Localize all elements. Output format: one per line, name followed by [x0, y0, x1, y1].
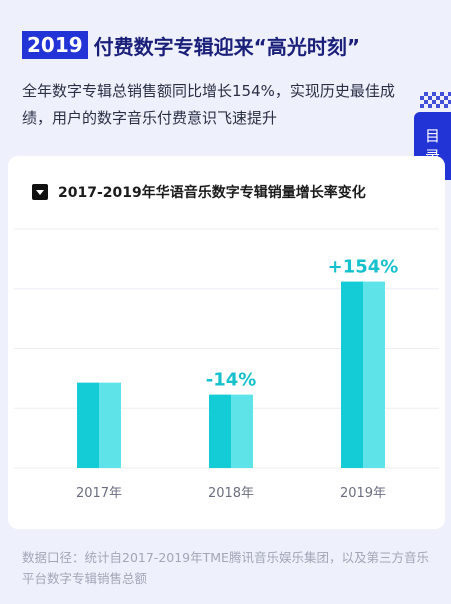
x-tick-label: 2017年 — [76, 486, 122, 501]
bar-right-half — [231, 394, 253, 468]
chart-header: 2017-2019年华语音乐数字专辑销量增长率变化 — [32, 182, 366, 202]
chart-title: 2017-2019年华语音乐数字专辑销量增长率变化 — [58, 185, 366, 201]
headline: 2019 付费数字专辑迎来“高光时刻” — [22, 30, 360, 60]
checker-pattern-decoration — [420, 92, 451, 108]
intro-text: 全年数字专辑总销售额同比增长154%，实现历史最佳成绩，用户的数字音乐付费意识飞… — [22, 82, 395, 127]
data-label: -14% — [206, 370, 257, 391]
year-badge: 2019 — [22, 31, 88, 59]
data-label: +154% — [328, 257, 399, 278]
bar-right-half — [99, 382, 121, 468]
bar-left-half — [341, 281, 363, 468]
bar-left-half — [209, 394, 231, 468]
toc-char-1: 目 — [424, 127, 440, 145]
bar-left-half — [77, 382, 99, 468]
x-tick-label: 2019年 — [340, 486, 386, 501]
x-tick-label: 2018年 — [208, 486, 254, 501]
headline-title: 付费数字专辑迎来“高光时刻” — [93, 34, 360, 59]
bar-chart: 2017年 2018年 -14% 2019年 +154% — [14, 228, 439, 501]
data-source-footnote: 数据口径：统计自2017-2019年TME腾讯音乐娱乐集团，以及第三方音乐平台数… — [22, 550, 429, 586]
bar-right-half — [363, 281, 385, 468]
collapse-triangle-icon[interactable] — [32, 184, 48, 200]
